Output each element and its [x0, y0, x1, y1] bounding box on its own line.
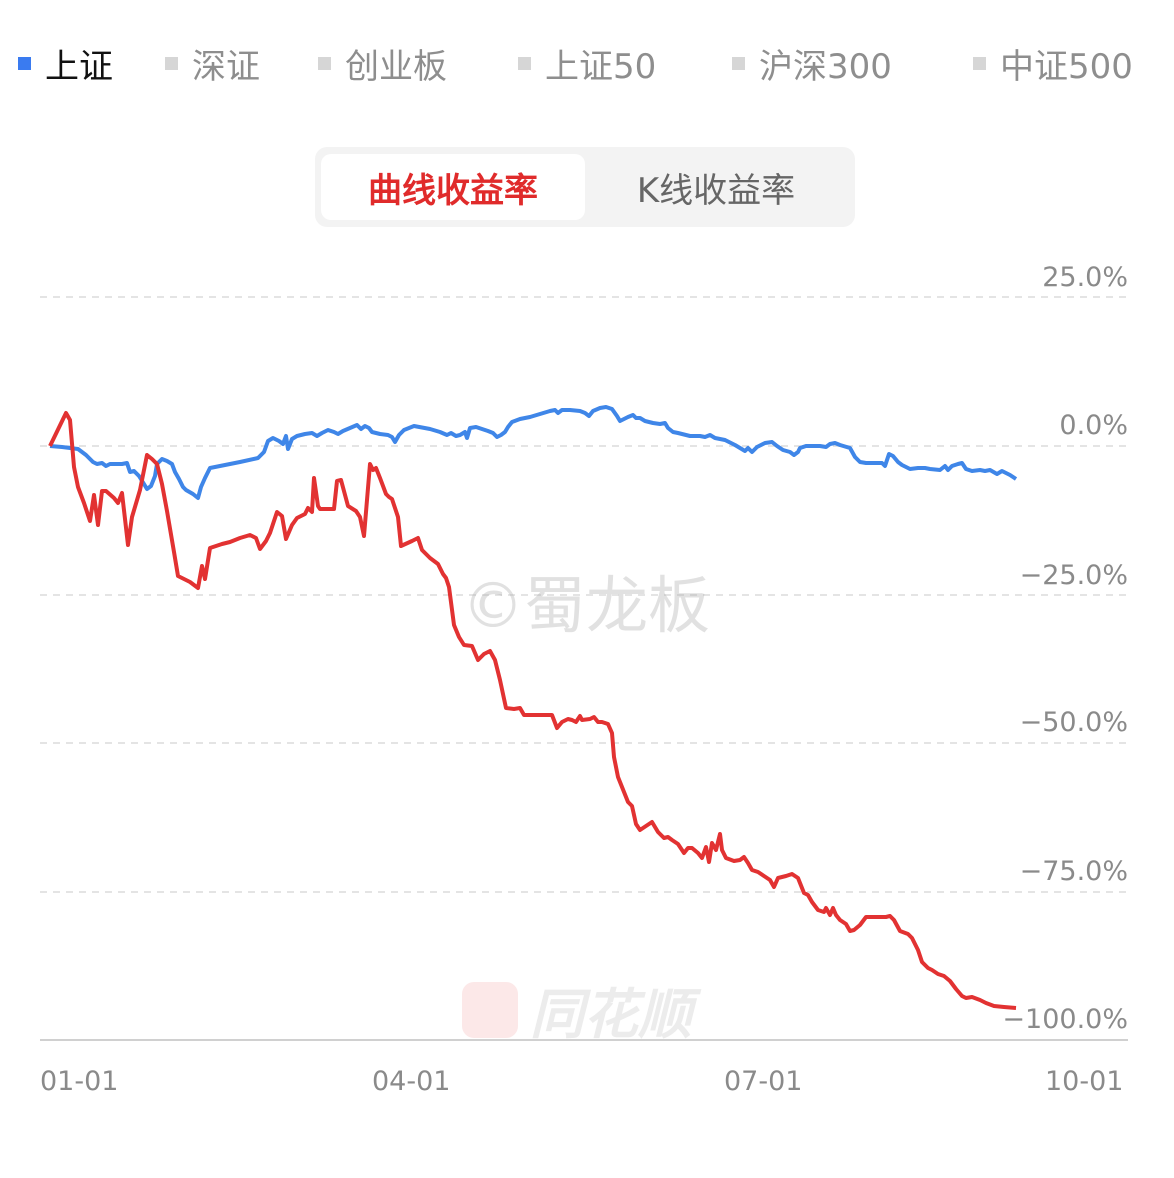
watermark-tonghuashun-text: 同花顺	[530, 983, 692, 1046]
y-tick-label: −100.0%	[1002, 1004, 1128, 1035]
legend-item-label: 沪深300	[759, 46, 892, 87]
series-shangzheng-line	[49, 405, 1018, 500]
x-tick-label: 07-01	[724, 1066, 803, 1097]
x-tick-label: 01-01	[40, 1066, 119, 1097]
x-tick-label: 10-01	[1045, 1066, 1124, 1097]
legend-item-label: 中证500	[1000, 46, 1133, 87]
legend-swatch-icon	[973, 56, 986, 70]
legend-item-shangzheng50[interactable]: 上证50	[518, 38, 656, 88]
legend-item-label: 上证50	[545, 46, 657, 87]
tab-curve-return[interactable]: 曲线收益率	[321, 154, 585, 220]
watermark-tonghuashun: 同花顺	[462, 970, 692, 1049]
legend-item-label: 深证	[192, 46, 260, 87]
y-tick-label: −75.0%	[1019, 856, 1128, 887]
legend-item-label: 创业板	[345, 46, 447, 87]
legend-item-shenzheng[interactable]: 深证	[165, 38, 260, 88]
legend-swatch-icon	[318, 56, 331, 70]
legend-item-hushen300[interactable]: 沪深300	[732, 38, 892, 88]
watermark-shulongban: ©蜀龙板	[462, 569, 711, 642]
return-type-toggle: 曲线收益率 K线收益率	[315, 147, 855, 227]
y-tick-label: 25.0%	[1042, 262, 1128, 293]
series-strategy-red-line	[48, 411, 1017, 1010]
tonghuashun-logo-icon	[462, 981, 518, 1038]
legend: 上证 深证 创业板 上证50 沪深300 中证500	[0, 38, 1174, 88]
y-tick-label: 0.0%	[1059, 410, 1128, 441]
legend-swatch-icon	[18, 56, 31, 70]
legend-swatch-icon	[518, 56, 531, 70]
legend-item-shangzheng[interactable]: 上证	[18, 38, 113, 88]
legend-item-label: 上证	[45, 46, 113, 87]
legend-item-chuangyeban[interactable]: 创业板	[318, 38, 447, 88]
legend-item-zhongzheng500[interactable]: 中证500	[973, 38, 1133, 88]
x-tick-label: 04-01	[372, 1066, 451, 1097]
legend-swatch-icon	[732, 56, 745, 70]
y-tick-label: −50.0%	[1019, 707, 1128, 738]
y-tick-label: −25.0%	[1019, 560, 1128, 591]
tab-kline-return[interactable]: K线收益率	[636, 170, 796, 211]
legend-swatch-icon	[165, 56, 178, 70]
